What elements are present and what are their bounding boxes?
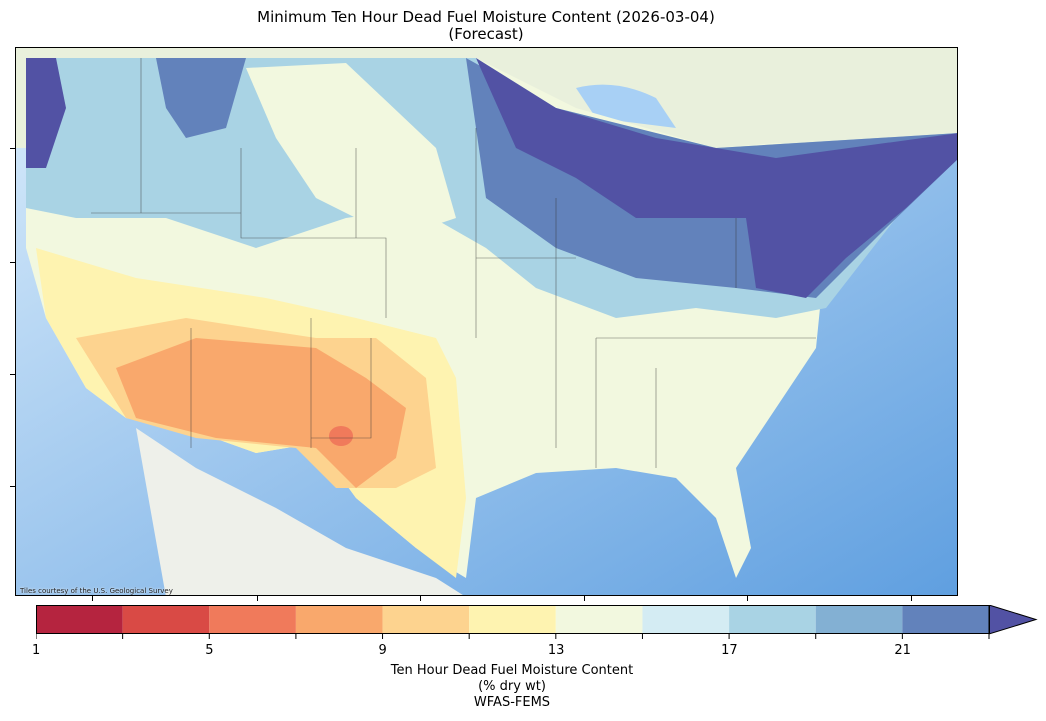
x-tick bbox=[747, 596, 748, 601]
chart-title: Minimum Ten Hour Dead Fuel Moisture Cont… bbox=[0, 9, 972, 43]
region-plains-13-15 bbox=[246, 63, 456, 238]
colorbar-segment bbox=[555, 605, 643, 634]
colorbar-segment bbox=[36, 605, 123, 634]
colorbar-title: Ten Hour Dead Fuel Moisture Content (% d… bbox=[312, 663, 712, 711]
x-tick bbox=[92, 596, 93, 601]
colorbar-label-line-2: (% dry wt) bbox=[478, 679, 546, 694]
x-tick bbox=[911, 596, 912, 601]
mexico-land bbox=[136, 428, 463, 595]
colorbar-tick-label: 17 bbox=[721, 643, 738, 658]
y-tick bbox=[10, 374, 15, 375]
colorbar-label-line-1: Ten Hour Dead Fuel Moisture Content bbox=[390, 663, 634, 678]
colorbar-segment bbox=[122, 605, 210, 634]
colorbar bbox=[36, 605, 1038, 639]
colorbar-tick-label: 1 bbox=[32, 643, 41, 658]
y-tick bbox=[10, 262, 15, 263]
colorbar-segment bbox=[295, 605, 383, 634]
x-tick bbox=[257, 596, 258, 601]
colorbar-segment bbox=[469, 605, 556, 634]
colorbar-tick-label: 21 bbox=[894, 643, 911, 658]
colorbar-outline bbox=[36, 605, 990, 634]
x-tick bbox=[584, 596, 585, 601]
colorbar-segment bbox=[642, 605, 730, 634]
map-attribution: Tiles courtesy of the U.S. Geological Su… bbox=[19, 587, 173, 595]
region-over-23 bbox=[476, 58, 957, 298]
region-5-7 bbox=[329, 426, 353, 446]
fuel-moisture-map: Tiles courtesy of the U.S. Geological Su… bbox=[16, 48, 957, 595]
x-tick bbox=[420, 596, 421, 601]
colorbar-segment bbox=[902, 605, 989, 634]
map-panel[interactable]: Tiles courtesy of the U.S. Geological Su… bbox=[15, 47, 958, 596]
colorbar-tick-label: 9 bbox=[378, 643, 387, 658]
y-tick bbox=[10, 486, 15, 487]
colorbar-segment bbox=[382, 605, 470, 634]
colorbar-label-line-3: WFAS-FEMS bbox=[473, 695, 551, 710]
colorbar-segment bbox=[729, 605, 816, 634]
colorbar-segment bbox=[209, 605, 296, 634]
region-7-9 bbox=[116, 338, 406, 488]
colorbar-tick-label: 13 bbox=[547, 643, 565, 658]
region-pnw-wet bbox=[26, 58, 66, 168]
colorbar-segment bbox=[815, 605, 903, 634]
y-tick bbox=[10, 148, 15, 149]
state-boundaries bbox=[91, 58, 816, 468]
title-line-2: (Forecast) bbox=[448, 25, 524, 43]
region-rockies-wet bbox=[156, 58, 246, 138]
colorbar-extend-arrow bbox=[988, 605, 1038, 635]
title-line-1: Minimum Ten Hour Dead Fuel Moisture Cont… bbox=[257, 8, 715, 26]
colorbar-tick-label: 5 bbox=[205, 643, 214, 658]
